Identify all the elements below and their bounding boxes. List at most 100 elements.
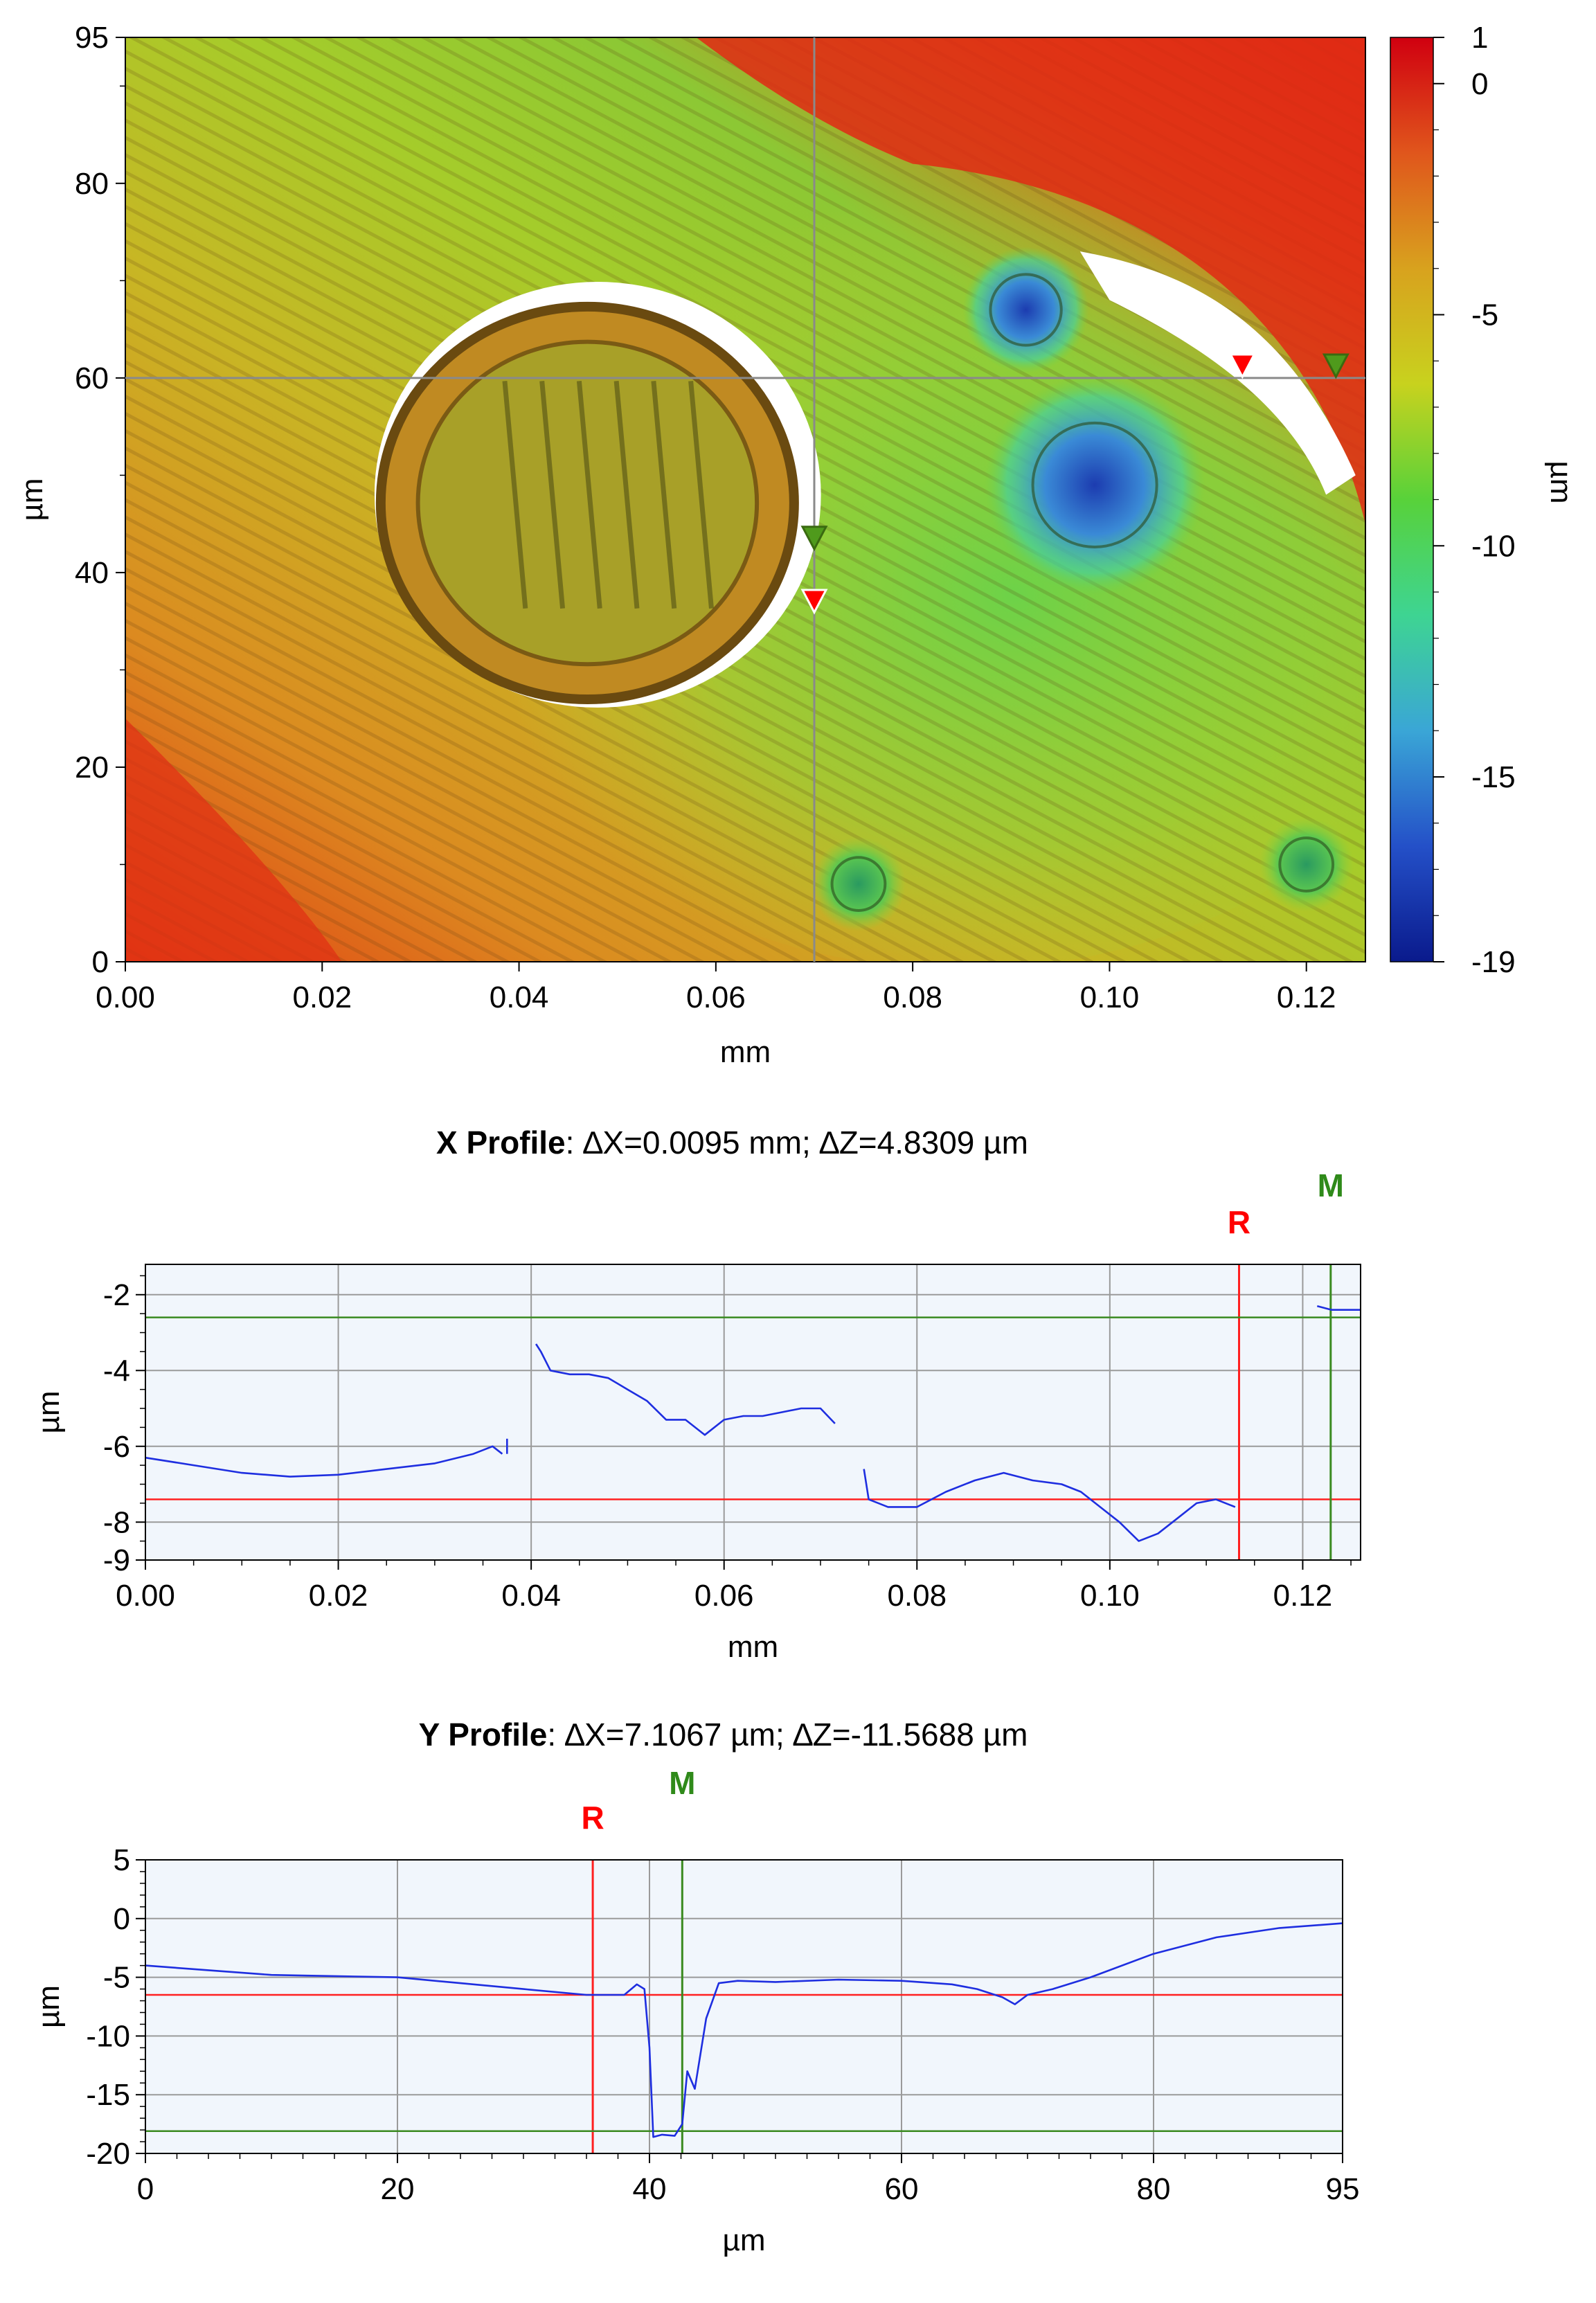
y-profile-cursors[interactable]: RM bbox=[145, 1765, 1343, 2153]
map-pit-small bbox=[811, 836, 906, 931]
yp-y-tick-label: -5 bbox=[103, 1961, 130, 1995]
xp-x-tick-label: 0.00 bbox=[116, 1579, 175, 1613]
map-ring-inner bbox=[415, 339, 760, 667]
map-pit-large-rim bbox=[1031, 421, 1158, 548]
y-profile-y-axis: 5 0 -5 -10 -15 -20 bbox=[86, 1843, 145, 2171]
yp-x-tick-label: 80 bbox=[1137, 2172, 1171, 2206]
xp-profile-seg1 bbox=[145, 1445, 503, 1478]
map-marker-m-1 bbox=[1322, 353, 1350, 379]
map-x-axis-label: mm bbox=[720, 1035, 771, 1069]
map-y-tick-label: 60 bbox=[75, 361, 109, 395]
map-y-tick-label: 0 bbox=[92, 945, 109, 979]
map-pit-small-rim bbox=[830, 856, 887, 912]
x-profile-y-axis-label: µm bbox=[32, 1390, 66, 1433]
map-pit-upper bbox=[962, 247, 1089, 373]
y-profile-grid bbox=[145, 1860, 1343, 2153]
map-pit-right bbox=[1259, 817, 1354, 912]
xp-y-tick-label: -2 bbox=[103, 1278, 130, 1312]
map-x-tick-label: 0.08 bbox=[883, 980, 942, 1014]
colorbar-tick-label: -5 bbox=[1471, 298, 1498, 332]
map-marker-r-3 bbox=[800, 589, 828, 615]
map-x-tick-label: 0.10 bbox=[1080, 980, 1140, 1014]
x-profile-x-axis-label: mm bbox=[728, 1630, 778, 1664]
map-ring-striation bbox=[613, 380, 640, 609]
map-pit-large bbox=[984, 375, 1205, 595]
x-profile-x-axis: 0.00 0.02 0.04 0.06 0.08 0.10 0.12 bbox=[116, 1560, 1352, 1613]
yp-y-tick-label: -20 bbox=[86, 2137, 130, 2171]
map-ring-striation bbox=[688, 380, 714, 609]
x-profile-plot-area bbox=[145, 1264, 1361, 1560]
map-y-tick-label: 80 bbox=[75, 167, 109, 201]
map-x-tick-label: 0.04 bbox=[490, 980, 549, 1014]
map-crosshair[interactable] bbox=[125, 37, 1365, 962]
yp-y-tick-label: -15 bbox=[86, 2078, 130, 2112]
x-profile-series bbox=[145, 1305, 1361, 1542]
yp-x-tick-label: 60 bbox=[885, 2172, 919, 2206]
yp-x-tick-label: 0 bbox=[137, 2172, 154, 2206]
map-image bbox=[125, 37, 1365, 962]
xp-y-tick-label: -4 bbox=[103, 1354, 130, 1388]
map-x-tick-label: 0.06 bbox=[686, 980, 746, 1014]
map-features bbox=[125, 37, 1365, 962]
yp-x-tick-label: 95 bbox=[1326, 2172, 1360, 2206]
colorbar-tick-label: -19 bbox=[1471, 945, 1516, 979]
x-profile-frame bbox=[145, 1264, 1361, 1561]
colorbar-tick-label: 0 bbox=[1471, 67, 1488, 101]
y-profile-chart: Y Profile: ∆X=7.1067 µm; ∆Z=-11.5688 µm … bbox=[32, 1717, 1359, 2257]
y-profile-x-axis: 0 20 40 60 80 95 bbox=[137, 2153, 1360, 2206]
xp-x-tick-label: 0.12 bbox=[1273, 1579, 1333, 1613]
yp-cursor-r-label: R bbox=[581, 1800, 604, 1836]
map-y-tick-label: 20 bbox=[75, 751, 109, 785]
y-profile-title: Y Profile: ∆X=7.1067 µm; ∆Z=-11.5688 µm bbox=[419, 1717, 1028, 1753]
height-map: 0.00 0.02 0.04 0.06 0.08 0.10 0.12 0 20 40 60 80 95… bbox=[15, 21, 1366, 1069]
x-profile-cursors[interactable]: RM bbox=[145, 1167, 1361, 1560]
colorbar-bar bbox=[1390, 37, 1434, 962]
xp-profile-seg5 bbox=[1316, 1305, 1361, 1311]
map-y-tick-label: 95 bbox=[75, 21, 109, 55]
colorbar-label: µm bbox=[1544, 460, 1578, 503]
yp-y-tick-label: 0 bbox=[114, 1902, 130, 1936]
xp-y-tick-label: -9 bbox=[103, 1543, 130, 1577]
xp-y-tick-label: -6 bbox=[103, 1430, 130, 1464]
xp-y-tick-label: -8 bbox=[103, 1505, 130, 1539]
map-y-axis: 0 20 40 60 80 95 bbox=[75, 21, 125, 979]
y-profile-title-values: : ∆X=7.1067 µm; ∆Z=-11.5688 µm bbox=[547, 1717, 1028, 1753]
map-ring-striation bbox=[576, 380, 602, 609]
xp-cursor-m-label: M bbox=[1318, 1167, 1344, 1203]
xp-x-tick-label: 0.06 bbox=[694, 1579, 754, 1613]
xp-cursor-r-label: R bbox=[1228, 1204, 1250, 1240]
yp-y-tick-label: 5 bbox=[114, 1843, 130, 1877]
x-profile-title: X Profile: ∆X=0.0095 mm; ∆Z=4.8309 µm bbox=[436, 1124, 1028, 1161]
colorbar-tick-label: -15 bbox=[1471, 760, 1516, 794]
map-frame bbox=[125, 37, 1366, 962]
map-marker-m-2 bbox=[800, 526, 828, 552]
map-ring-striation bbox=[651, 380, 677, 609]
yp-x-tick-label: 40 bbox=[633, 2172, 667, 2206]
map-x-tick-label: 0.12 bbox=[1277, 980, 1336, 1014]
map-high-region bbox=[696, 37, 1365, 524]
map-marker-r-0 bbox=[1228, 353, 1256, 379]
map-y-tick-label: 40 bbox=[75, 556, 109, 590]
y-profile-title-name: Y Profile bbox=[419, 1717, 548, 1753]
map-x-tick-label: 0.02 bbox=[292, 980, 352, 1014]
colorbar-tick-label: -10 bbox=[1471, 529, 1516, 563]
x-profile-title-values: : ∆X=0.0095 mm; ∆Z=4.8309 µm bbox=[566, 1124, 1028, 1161]
xp-x-tick-label: 0.08 bbox=[887, 1579, 947, 1613]
x-profile-y-axis: -2 -4 -6 -8 -9 bbox=[103, 1275, 145, 1577]
map-x-axis: 0.00 0.02 0.04 0.06 0.08 0.10 0.12 bbox=[96, 962, 1336, 1014]
map-void-region bbox=[1079, 251, 1356, 495]
yp-y-tick-label: -10 bbox=[86, 2019, 130, 2053]
x-profile-title-name: X Profile bbox=[436, 1124, 566, 1161]
yp-profile bbox=[145, 1922, 1343, 2138]
map-x-tick-label: 0.00 bbox=[96, 980, 155, 1014]
map-pit-right-rim bbox=[1278, 836, 1335, 893]
colorbar-ticks: 1 0 -5 -10 -15 -19 bbox=[1433, 21, 1516, 979]
y-profile-series bbox=[145, 1922, 1343, 2138]
map-low-corner-region bbox=[125, 718, 342, 962]
y-profile-y-axis-label: µm bbox=[32, 1985, 66, 2028]
map-ring-striation bbox=[539, 380, 566, 609]
xp-profile-seg4 bbox=[863, 1469, 1236, 1542]
xp-x-tick-label: 0.10 bbox=[1080, 1579, 1140, 1613]
map-pit-upper-rim bbox=[989, 273, 1063, 347]
colorbar-tick-label: 1 bbox=[1471, 21, 1488, 55]
